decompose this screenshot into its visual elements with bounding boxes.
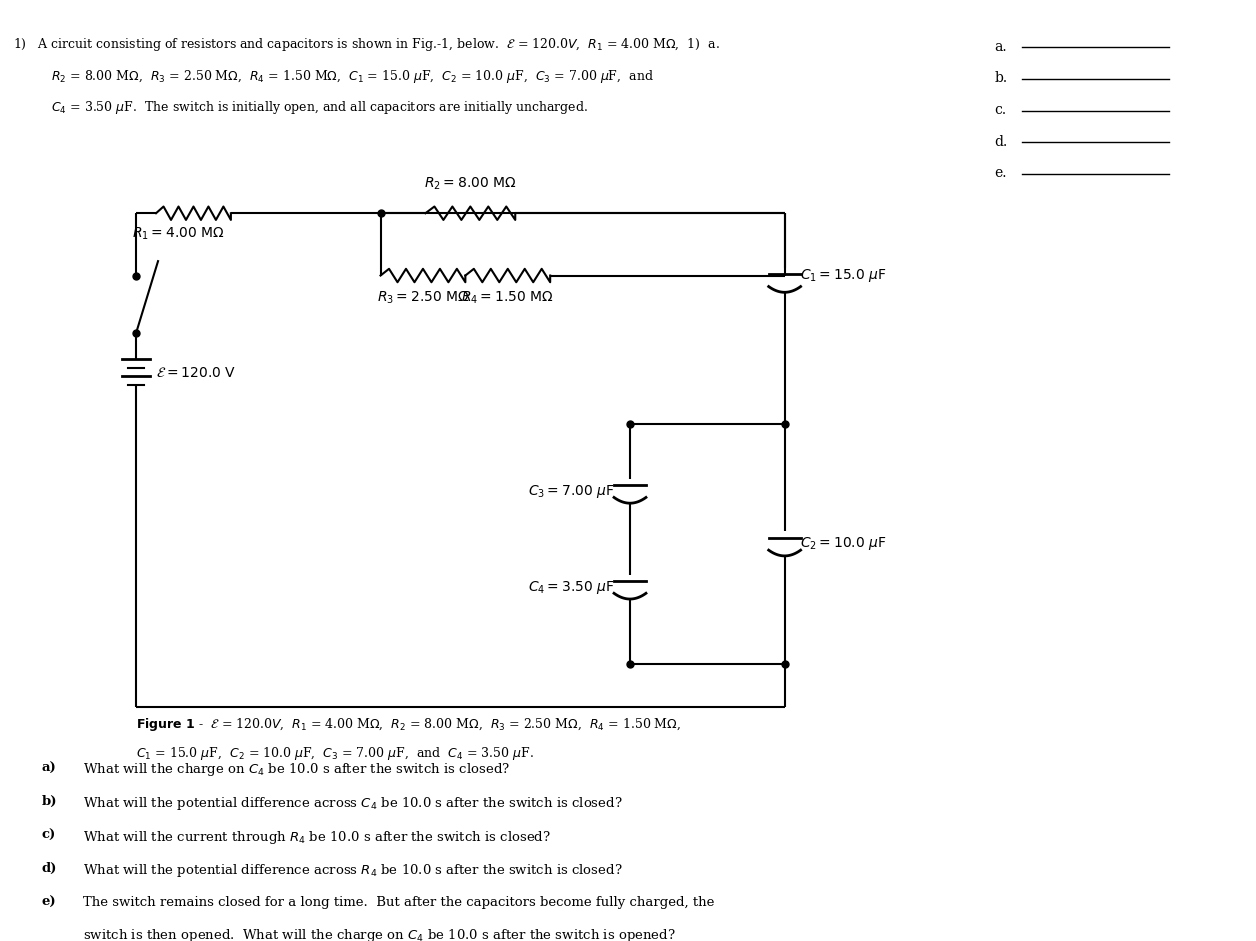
Text: a): a) (41, 761, 57, 774)
Text: d): d) (41, 862, 57, 875)
Text: $R_2$ = 8.00 M$\Omega$,  $R_3$ = 2.50 M$\Omega$,  $R_4$ = 1.50 M$\Omega$,  $C_1$: $R_2$ = 8.00 M$\Omega$, $R_3$ = 2.50 M$\… (51, 68, 654, 85)
Text: e.: e. (995, 167, 1007, 181)
Text: $C_1$ = 15.0 $\mu$F,  $C_2$ = 10.0 $\mu$F,  $C_3$ = 7.00 $\mu$F,  and  $C_4$ = 3: $C_1$ = 15.0 $\mu$F, $C_2$ = 10.0 $\mu$F… (136, 745, 534, 762)
Text: $C_2 = 10.0\ \mu\mathrm{F}$: $C_2 = 10.0\ \mu\mathrm{F}$ (800, 535, 887, 552)
Text: $\bf{Figure\ 1}$ -  $\mathcal{E}$ = 120.0$V$,  $R_1$ = 4.00 M$\Omega$,  $R_2$ = : $\bf{Figure\ 1}$ - $\mathcal{E}$ = 120.0… (136, 716, 681, 733)
Text: What will the charge on $C_4$ be 10.0 s after the switch is closed?: What will the charge on $C_4$ be 10.0 s … (83, 761, 510, 778)
Text: What will the current through $R_4$ be 10.0 s after the switch is closed?: What will the current through $R_4$ be 1… (83, 829, 551, 846)
Text: $R_3 = 2.50\ \mathrm{M\Omega}$: $R_3 = 2.50\ \mathrm{M\Omega}$ (377, 290, 470, 307)
Text: $R_2 = 8.00\ \mathrm{M\Omega}$: $R_2 = 8.00\ \mathrm{M\Omega}$ (425, 176, 516, 192)
Text: What will the potential difference across $C_4$ be 10.0 s after the switch is cl: What will the potential difference acros… (83, 795, 623, 812)
Text: $C_3 = 7.00\ \mu\mathrm{F}$: $C_3 = 7.00\ \mu\mathrm{F}$ (529, 483, 615, 500)
Text: e): e) (41, 896, 57, 909)
Text: switch is then opened.  What will the charge on $C_4$ be 10.0 s after the switch: switch is then opened. What will the cha… (83, 927, 676, 941)
Text: What will the potential difference across $R_4$ be 10.0 s after the switch is cl: What will the potential difference acros… (83, 862, 623, 879)
Text: $R_4 = 1.50\ \mathrm{M\Omega}$: $R_4 = 1.50\ \mathrm{M\Omega}$ (461, 290, 554, 307)
Text: b.: b. (995, 72, 1007, 86)
Text: $\mathcal{E} = 120.0\ \mathrm{V}$: $\mathcal{E} = 120.0\ \mathrm{V}$ (156, 366, 236, 380)
Text: d.: d. (995, 135, 1007, 149)
Text: The switch remains closed for a long time.  But after the capacitors become full: The switch remains closed for a long tim… (83, 896, 715, 909)
Text: $C_1 = 15.0\ \mu\mathrm{F}$: $C_1 = 15.0\ \mu\mathrm{F}$ (800, 267, 887, 284)
Text: 1)   A circuit consisting of resistors and capacitors is shown in Fig.-1, below.: 1) A circuit consisting of resistors and… (14, 36, 720, 53)
Text: $C_4 = 3.50\ \mu\mathrm{F}$: $C_4 = 3.50\ \mu\mathrm{F}$ (529, 579, 615, 596)
Text: b): b) (41, 795, 57, 808)
Text: c.: c. (995, 103, 1006, 117)
Text: $C_4$ = 3.50 $\mu$F.  The switch is initially open, and all capacitors are initi: $C_4$ = 3.50 $\mu$F. The switch is initi… (51, 99, 588, 116)
Text: a.: a. (995, 40, 1007, 54)
Text: $R_1 = 4.00\ \mathrm{M\Omega}$: $R_1 = 4.00\ \mathrm{M\Omega}$ (132, 226, 225, 242)
Text: c): c) (41, 829, 55, 841)
